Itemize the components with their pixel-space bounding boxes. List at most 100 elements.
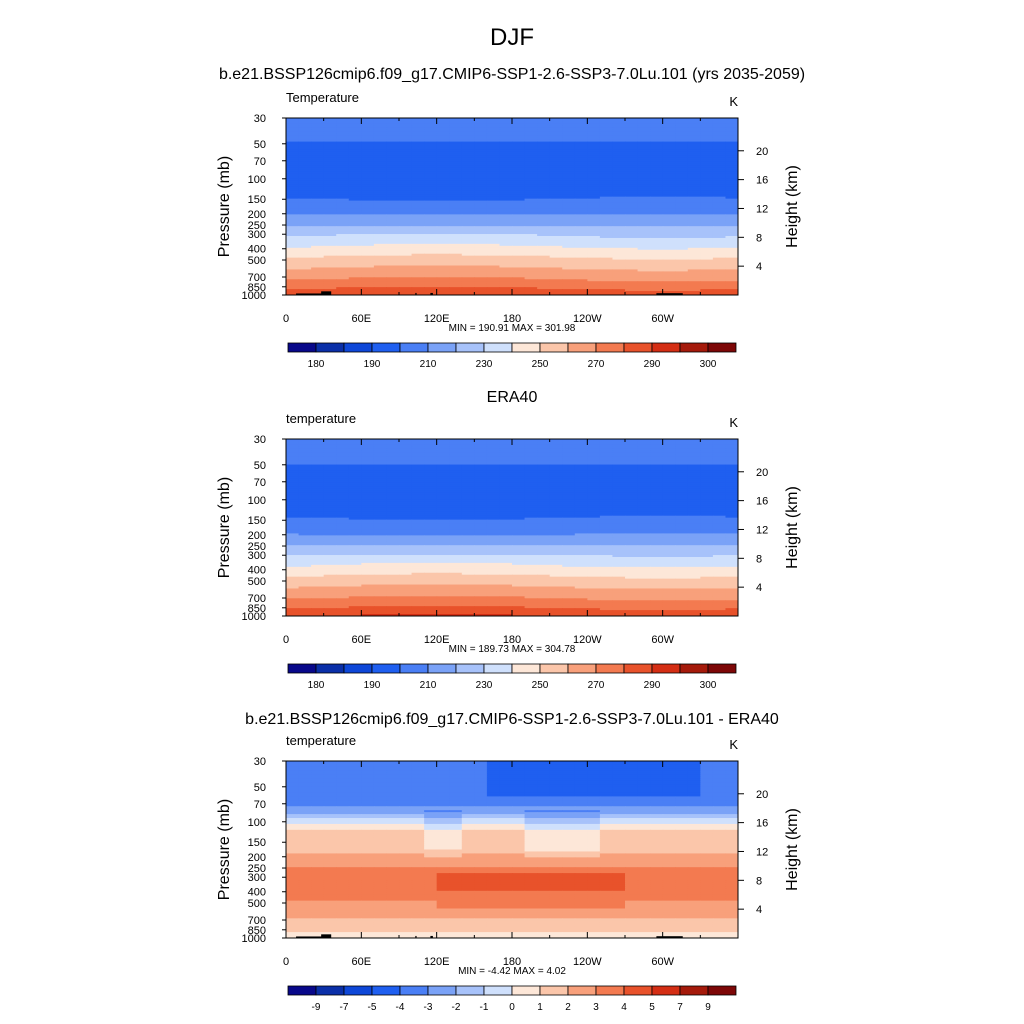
contour-cell	[512, 448, 526, 452]
contour-cell	[436, 287, 450, 290]
contour-cell	[700, 247, 714, 251]
contour-cell	[336, 131, 350, 135]
contour-cell	[449, 271, 463, 274]
contour-cell	[574, 509, 588, 513]
contour-cell	[512, 456, 526, 460]
contour-cell	[486, 456, 501, 460]
contour-cell	[612, 149, 626, 153]
contour-cell	[687, 259, 701, 263]
contour-cell	[574, 289, 588, 292]
contour-cell	[499, 155, 513, 158]
contour-cell	[436, 498, 450, 501]
contour-cell	[361, 440, 375, 444]
contour-cell	[612, 237, 626, 241]
contour-cell	[700, 175, 714, 178]
contour-cell	[512, 291, 526, 294]
contour-cell	[449, 208, 463, 212]
contour-cell	[436, 202, 450, 206]
contour-cell	[712, 494, 727, 497]
contour-cell	[361, 237, 375, 241]
contour-cell	[298, 476, 312, 479]
contour-cell	[712, 145, 727, 149]
contour-cell	[474, 167, 488, 170]
contour-cell	[512, 245, 526, 249]
contour-cell	[486, 171, 501, 174]
contour-cell	[687, 232, 701, 235]
contour-cell	[725, 261, 738, 265]
contour-cell	[461, 440, 475, 444]
contour-cell	[461, 155, 475, 158]
contour-cell	[461, 129, 475, 133]
contour-cell	[549, 466, 563, 470]
contour-cell	[599, 131, 614, 135]
contour-cell	[449, 226, 463, 229]
contour-cell	[348, 456, 362, 460]
contour-cell	[549, 163, 563, 166]
contour-cell	[336, 293, 350, 295]
contour-cell	[725, 521, 738, 525]
contour-cell	[700, 204, 714, 208]
contour-cell	[524, 123, 538, 127]
contour-cell	[336, 261, 350, 265]
contour-cell	[512, 452, 526, 456]
contour-cell	[637, 161, 651, 164]
contour-cell	[424, 285, 438, 288]
contour-cell	[373, 175, 388, 178]
contour-cell	[637, 153, 651, 156]
contour-cell	[675, 476, 689, 479]
contour-cell	[687, 273, 701, 276]
contour-cell	[562, 480, 576, 483]
contour-cell	[675, 523, 689, 527]
contour-cell	[549, 137, 563, 141]
contour-cell	[336, 511, 350, 515]
contour-cell	[662, 452, 676, 456]
contour-cell	[499, 145, 513, 149]
contour-cell	[399, 119, 413, 123]
contour-cell	[436, 259, 450, 263]
contour-cell	[512, 261, 526, 265]
contour-cell	[599, 440, 614, 444]
contour-cell	[675, 474, 689, 477]
contour-cell	[675, 470, 689, 474]
contour-cell	[612, 273, 626, 276]
contour-cell	[298, 121, 312, 125]
contour-cell	[461, 214, 475, 217]
contour-cell	[662, 490, 676, 493]
contour-cell	[311, 499, 325, 503]
contour-cell	[700, 521, 714, 525]
contour-cell	[625, 281, 639, 284]
contour-cell	[373, 234, 388, 237]
contour-cell	[725, 488, 738, 491]
contour-cell	[386, 468, 400, 472]
contour-cell	[411, 212, 425, 215]
contour-cell	[474, 208, 488, 212]
contour-cell	[562, 151, 576, 154]
contour-cell	[662, 149, 676, 153]
contour-cell	[625, 184, 639, 188]
contour-cell	[361, 275, 375, 278]
contour-cell	[411, 496, 425, 499]
contour-cell	[424, 228, 438, 231]
contour-cell	[687, 196, 701, 200]
contour-cell	[411, 513, 425, 517]
contour-cell	[461, 439, 475, 442]
contour-cell	[323, 241, 337, 245]
contour-cell	[499, 501, 513, 505]
contour-cell	[637, 253, 651, 257]
contour-cell	[399, 127, 413, 131]
contour-cell	[436, 220, 450, 223]
contour-cell	[323, 178, 337, 182]
contour-cell	[675, 175, 689, 178]
contour-cell	[373, 253, 388, 257]
contour-cell	[562, 265, 576, 269]
contour-cell	[386, 484, 400, 487]
contour-cell	[311, 169, 325, 172]
contour-cell	[323, 198, 337, 202]
contour-cell	[562, 450, 576, 454]
contour-cell	[486, 442, 501, 446]
contour-cell	[361, 265, 375, 269]
contour-cell	[712, 259, 727, 263]
contour-cell	[461, 484, 475, 487]
contour-cell	[386, 452, 400, 456]
contour-cell	[612, 492, 626, 495]
